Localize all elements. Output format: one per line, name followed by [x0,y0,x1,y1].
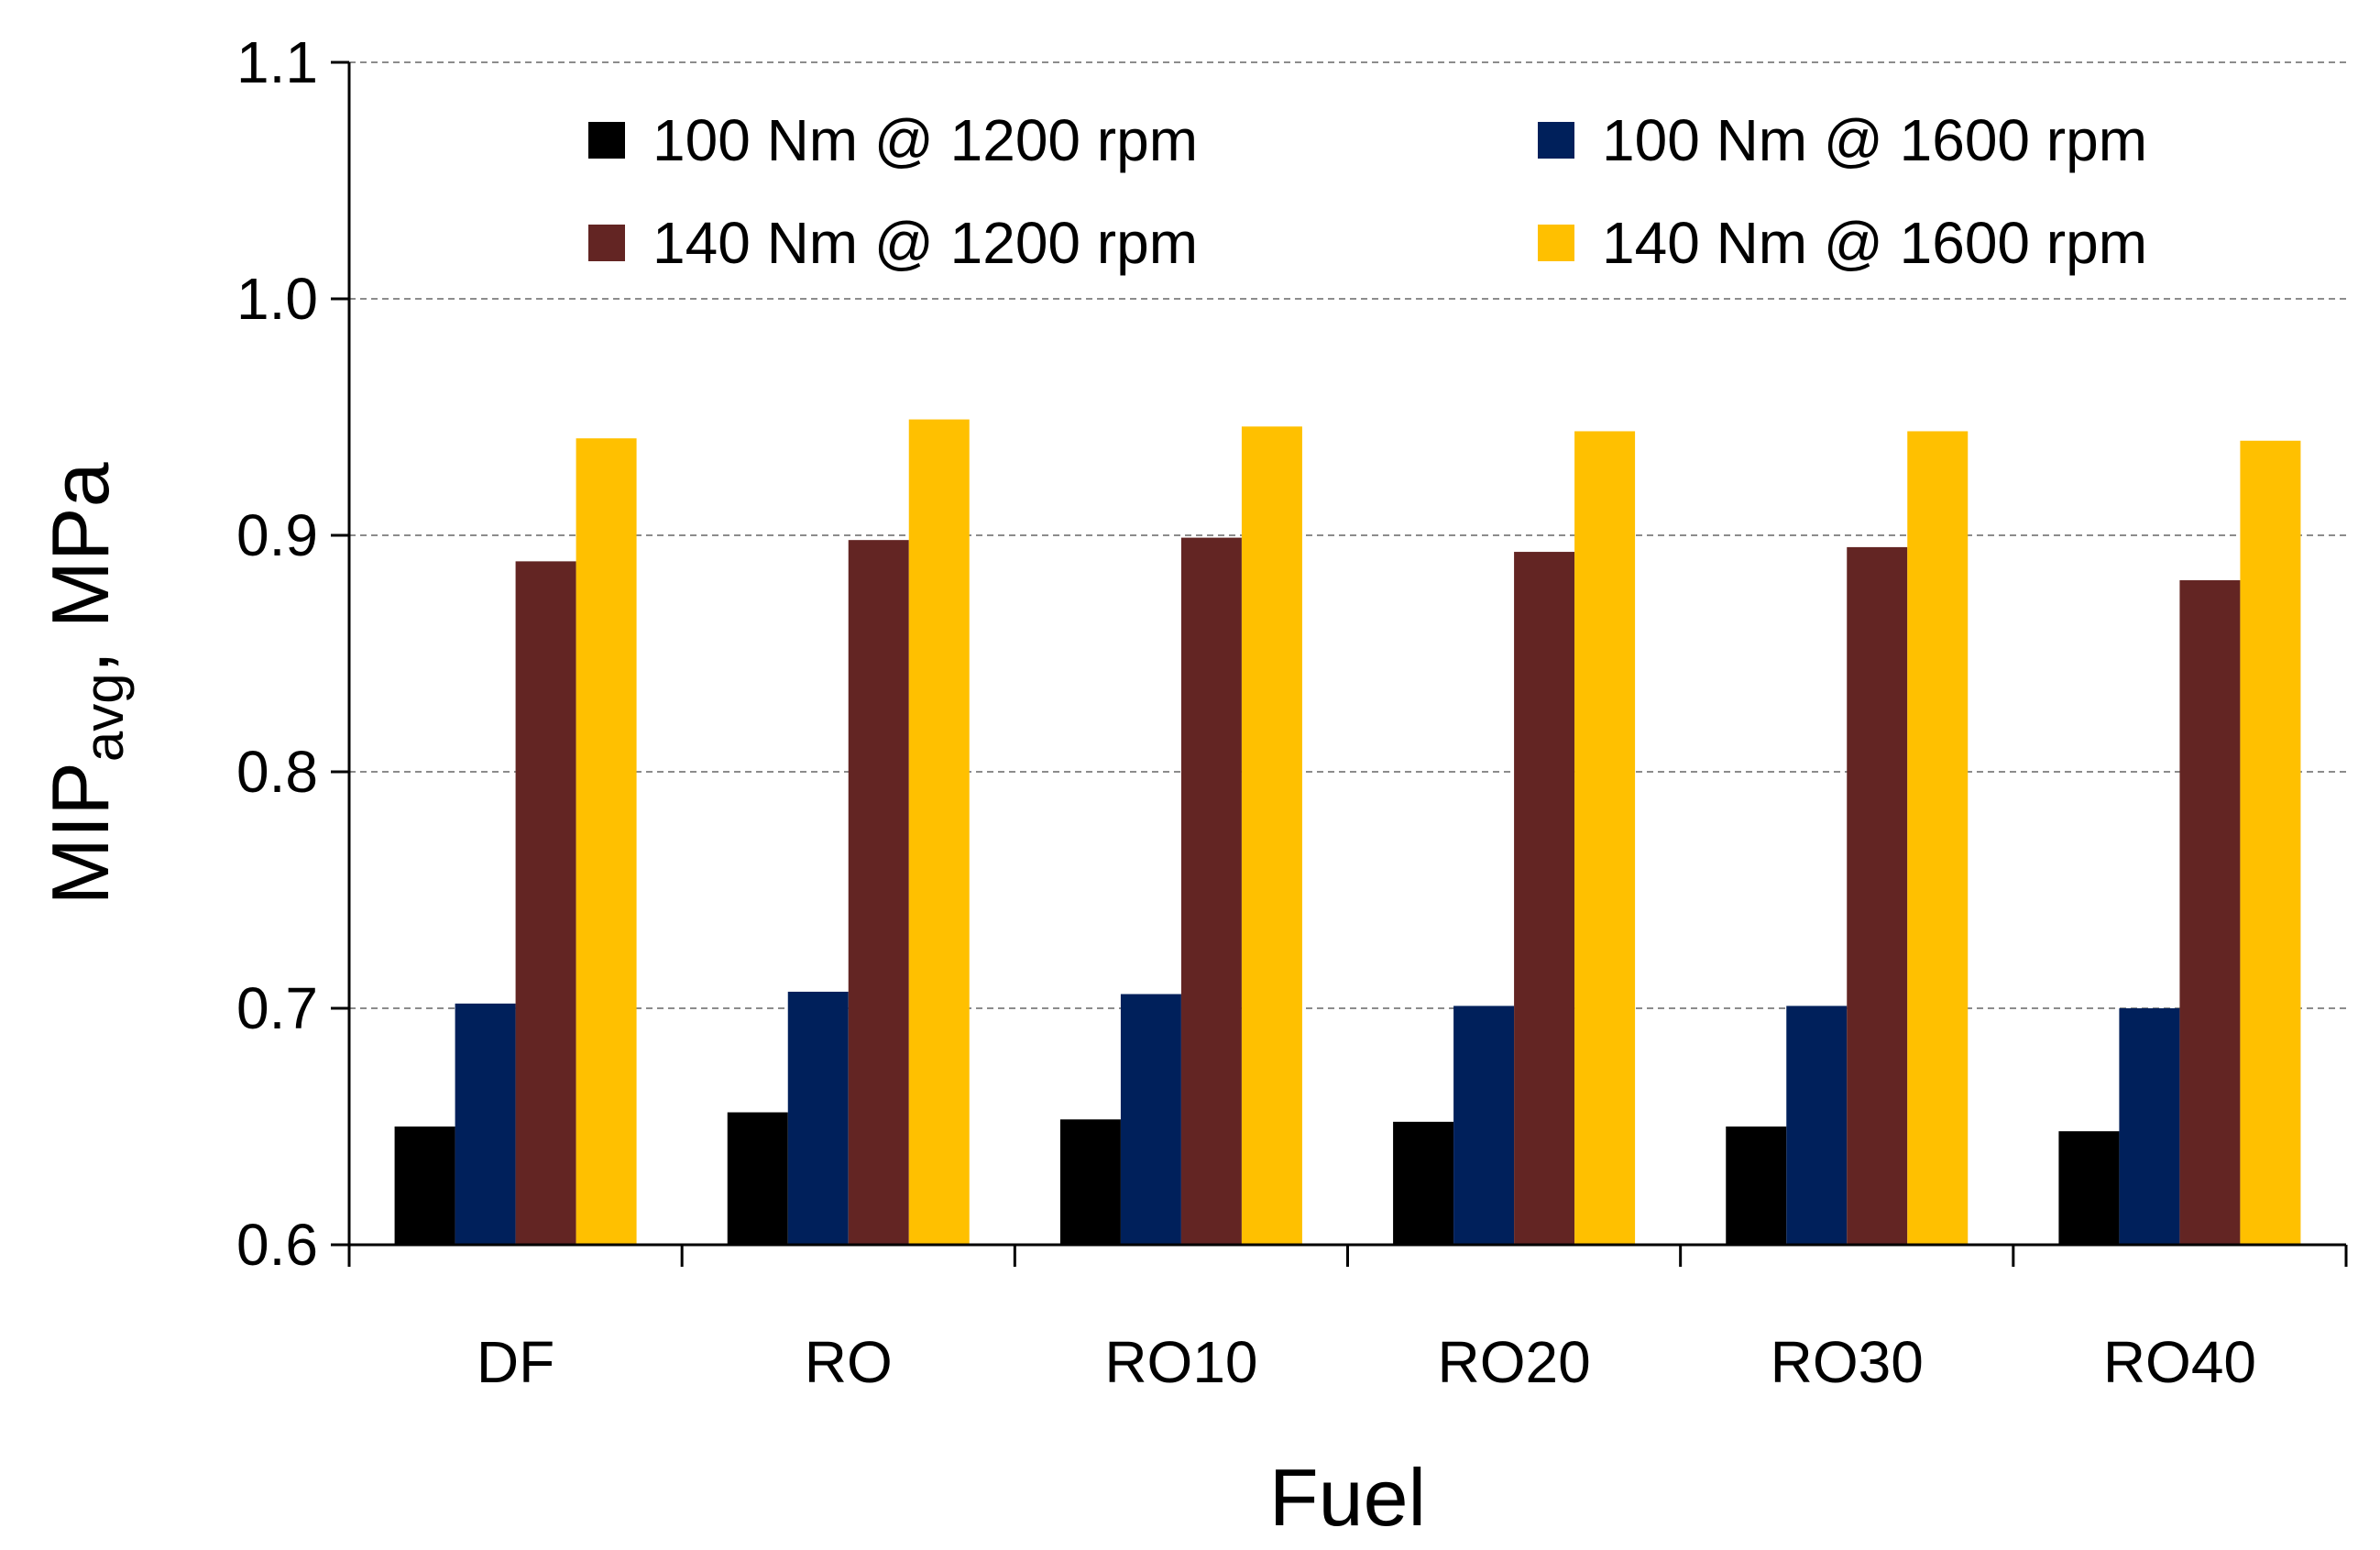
y-tick-label: 0.7 [236,975,318,1041]
y-tick-label: 0.9 [236,502,318,568]
x-tick-labels: DF RO RO10 RO20 RO30 RO40 [347,1245,2348,1395]
bars [394,419,2301,1246]
bar [1907,431,1969,1246]
bar [2119,1008,2180,1245]
y-tick-label: 1.1 [236,29,318,95]
bar [1180,537,1242,1245]
y-axis-title-main: MIP [35,762,126,905]
gridlines [349,61,2346,1009]
bar [455,1003,516,1245]
legend-label: 140 Nm @ 1200 rpm [653,210,1198,276]
legend: 100 Nm @ 1200 rpm 100 Nm @ 1600 rpm 140 Nm… [588,107,2147,276]
y-tick-label: 0.8 [236,739,318,805]
x-category-label: DF [477,1329,554,1395]
bar [1726,1127,1787,1245]
bar [2240,440,2301,1245]
bar [1514,552,1575,1245]
bar [576,438,637,1246]
legend-label: 140 Nm @ 1600 rpm [1602,210,2147,276]
bar [1120,994,1181,1245]
bar [1059,1119,1121,1245]
bar [787,991,849,1245]
legend-label: 100 Nm @ 1600 rpm [1602,107,2147,173]
bar [1786,1006,1848,1245]
legend-label: 100 Nm @ 1200 rpm [653,107,1198,173]
legend-swatch [588,122,625,159]
x-category-label: RO [805,1329,893,1395]
y-tick-label: 1.0 [236,266,318,332]
bar [1574,431,1636,1246]
legend-swatch [1538,225,1574,261]
legend-swatch [1538,122,1574,159]
bar [1241,426,1302,1245]
x-category-label: RO20 [1437,1329,1590,1395]
y-tick-labels: 0.6 0.7 0.8 0.9 1.0 1.1 [236,29,349,1278]
bar [2058,1131,2120,1245]
y-tick-label: 0.6 [236,1212,318,1278]
bar [908,419,970,1246]
bar [848,540,909,1245]
bar [727,1112,788,1245]
bar [1393,1121,1454,1245]
x-axis-title: Fuel [1269,1452,1426,1543]
x-category-label: RO30 [1771,1329,1924,1395]
x-category-label: RO10 [1104,1329,1257,1395]
bar [2179,580,2241,1245]
legend-swatch [588,225,625,261]
x-category-label: RO40 [2103,1329,2256,1395]
bar [1453,1006,1515,1245]
y-axis-title-subscript: avg [73,673,135,762]
y-axis-title-suffix: , MPa [35,462,126,673]
bar [394,1127,455,1245]
y-axis-title: MIPavg, MPa [35,462,135,905]
bar [515,561,576,1245]
bar [1847,546,1908,1245]
